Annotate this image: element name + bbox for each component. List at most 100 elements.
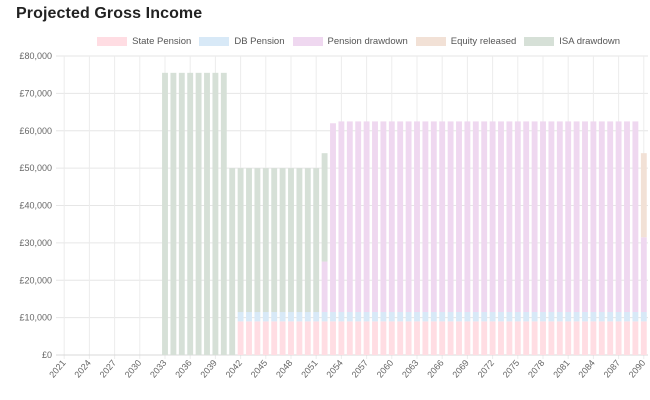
legend-item-equity-released[interactable]: Equity released — [415, 36, 516, 47]
bar-db-pension-2058[interactable] — [372, 312, 378, 322]
bar-db-pension-2053[interactable] — [330, 312, 336, 322]
bar-isa-drawdown-2041[interactable] — [229, 168, 236, 355]
bar-state-pension-2054[interactable] — [338, 321, 345, 355]
bar-state-pension-2074[interactable] — [506, 321, 513, 355]
bar-pension-drawdown-2067[interactable] — [447, 121, 454, 313]
bar-state-pension-2061[interactable] — [397, 321, 404, 355]
bar-pension-drawdown-2069[interactable] — [464, 121, 471, 313]
bar-isa-drawdown-2042[interactable] — [237, 168, 244, 313]
bar-pension-drawdown-2054[interactable] — [338, 121, 345, 313]
bar-state-pension-2052[interactable] — [321, 321, 328, 355]
legend-item-isa-drawdown[interactable]: ISA drawdown — [524, 36, 620, 47]
bar-pension-drawdown-2056[interactable] — [355, 121, 362, 313]
bar-isa-drawdown-2046[interactable] — [271, 168, 278, 313]
bar-isa-drawdown-2037[interactable] — [195, 72, 202, 355]
bar-db-pension-2075[interactable] — [514, 312, 521, 322]
bar-isa-drawdown-2035[interactable] — [178, 72, 185, 355]
bar-isa-drawdown-2039[interactable] — [212, 72, 219, 355]
bar-state-pension-2045[interactable] — [262, 321, 269, 355]
bar-pension-drawdown-2082[interactable] — [573, 121, 580, 313]
bar-pension-drawdown-2057[interactable] — [363, 121, 370, 313]
bar-state-pension-2068[interactable] — [456, 321, 462, 355]
bar-isa-drawdown-2036[interactable] — [187, 72, 194, 355]
bar-db-pension-2044[interactable] — [254, 312, 261, 322]
bar-db-pension-2052[interactable] — [321, 312, 328, 322]
bar-db-pension-2063[interactable] — [414, 312, 420, 322]
legend-item-state-pension[interactable]: State Pension — [97, 36, 191, 47]
bar-pension-drawdown-2079[interactable] — [548, 121, 555, 313]
bar-db-pension-2043[interactable] — [246, 312, 252, 322]
bar-pension-drawdown-2087[interactable] — [615, 121, 622, 313]
bar-pension-drawdown-2088[interactable] — [624, 121, 630, 313]
bar-db-pension-2084[interactable] — [590, 312, 597, 322]
bar-pension-drawdown-2089[interactable] — [632, 121, 639, 313]
bar-isa-drawdown-2038[interactable] — [204, 72, 210, 355]
bar-pension-drawdown-2090[interactable] — [640, 237, 647, 313]
bar-equity-released-2090[interactable] — [640, 153, 647, 238]
bar-state-pension-2043[interactable] — [246, 321, 252, 355]
bar-pension-drawdown-2074[interactable] — [506, 121, 513, 313]
bar-state-pension-2067[interactable] — [447, 321, 454, 355]
bar-pension-drawdown-2076[interactable] — [523, 121, 530, 313]
bar-pension-drawdown-2084[interactable] — [590, 121, 597, 313]
bar-db-pension-2073[interactable] — [498, 312, 504, 322]
bar-db-pension-2080[interactable] — [556, 312, 563, 322]
bar-pension-drawdown-2060[interactable] — [388, 121, 395, 313]
bar-db-pension-2090[interactable] — [640, 312, 647, 322]
bar-db-pension-2067[interactable] — [447, 312, 454, 322]
bar-state-pension-2047[interactable] — [279, 321, 286, 355]
bar-isa-drawdown-2045[interactable] — [262, 168, 269, 313]
bar-db-pension-2089[interactable] — [632, 312, 639, 322]
bar-state-pension-2048[interactable] — [288, 321, 294, 355]
bar-db-pension-2059[interactable] — [380, 312, 387, 322]
bar-state-pension-2051[interactable] — [313, 321, 320, 355]
bar-state-pension-2077[interactable] — [531, 321, 538, 355]
bar-db-pension-2048[interactable] — [288, 312, 294, 322]
bar-db-pension-2060[interactable] — [388, 312, 395, 322]
bar-pension-drawdown-2066[interactable] — [439, 121, 446, 313]
bar-db-pension-2045[interactable] — [262, 312, 269, 322]
bar-state-pension-2079[interactable] — [548, 321, 555, 355]
bar-state-pension-2059[interactable] — [380, 321, 387, 355]
bar-db-pension-2046[interactable] — [271, 312, 278, 322]
bar-state-pension-2072[interactable] — [489, 321, 496, 355]
bar-db-pension-2079[interactable] — [548, 312, 555, 322]
bar-state-pension-2057[interactable] — [363, 321, 370, 355]
bar-isa-drawdown-2033[interactable] — [162, 72, 168, 355]
bar-state-pension-2083[interactable] — [582, 321, 588, 355]
bar-state-pension-2080[interactable] — [556, 321, 563, 355]
bar-pension-drawdown-2055[interactable] — [346, 121, 353, 313]
bar-state-pension-2071[interactable] — [481, 321, 488, 355]
legend-item-db-pension[interactable]: DB Pension — [199, 36, 285, 47]
bar-state-pension-2088[interactable] — [624, 321, 630, 355]
bar-db-pension-2083[interactable] — [582, 312, 588, 322]
bar-db-pension-2064[interactable] — [422, 312, 429, 322]
bar-pension-drawdown-2061[interactable] — [397, 121, 404, 313]
bar-state-pension-2053[interactable] — [330, 321, 336, 355]
bar-state-pension-2069[interactable] — [464, 321, 471, 355]
bar-pension-drawdown-2062[interactable] — [405, 121, 412, 313]
bar-pension-drawdown-2086[interactable] — [607, 121, 614, 313]
bar-state-pension-2081[interactable] — [565, 321, 572, 355]
bar-db-pension-2042[interactable] — [237, 312, 244, 322]
bar-db-pension-2069[interactable] — [464, 312, 471, 322]
bar-db-pension-2056[interactable] — [355, 312, 362, 322]
bar-isa-drawdown-2051[interactable] — [313, 168, 320, 313]
bar-pension-drawdown-2080[interactable] — [556, 121, 563, 313]
bar-pension-drawdown-2083[interactable] — [582, 121, 588, 313]
bar-state-pension-2063[interactable] — [414, 321, 420, 355]
bar-state-pension-2090[interactable] — [640, 321, 647, 355]
bar-db-pension-2054[interactable] — [338, 312, 345, 322]
bar-state-pension-2076[interactable] — [523, 321, 530, 355]
bar-pension-drawdown-2065[interactable] — [430, 121, 437, 313]
bar-state-pension-2078[interactable] — [540, 321, 546, 355]
bar-state-pension-2087[interactable] — [615, 321, 622, 355]
bar-pension-drawdown-2072[interactable] — [489, 121, 496, 313]
bar-db-pension-2047[interactable] — [279, 312, 286, 322]
bar-state-pension-2084[interactable] — [590, 321, 597, 355]
bar-db-pension-2081[interactable] — [565, 312, 572, 322]
bar-pension-drawdown-2059[interactable] — [380, 121, 387, 313]
bar-db-pension-2088[interactable] — [624, 312, 630, 322]
bar-db-pension-2049[interactable] — [296, 312, 303, 322]
bar-state-pension-2065[interactable] — [430, 321, 437, 355]
